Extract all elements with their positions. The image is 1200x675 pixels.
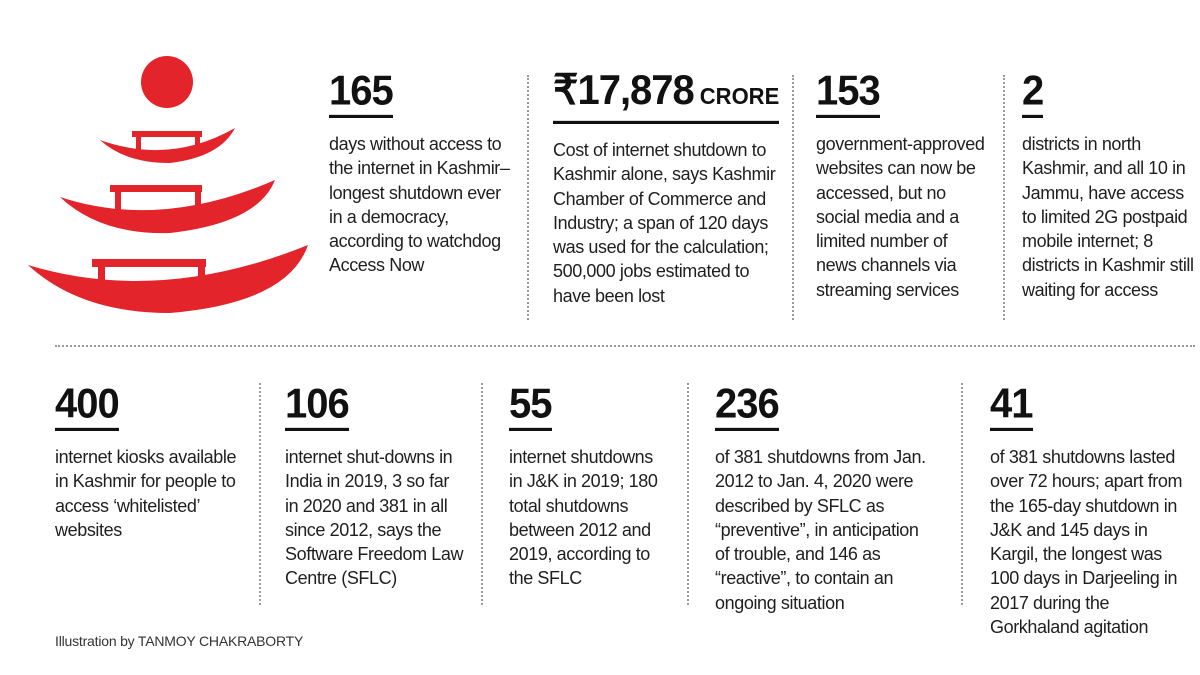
stat-description: of 381 shutdowns from Jan. 2012 to Jan. … — [715, 447, 926, 613]
stat-number: 153 — [816, 68, 881, 118]
column-divider — [481, 383, 483, 605]
stat-internet-kiosks: 400 internet kiosks available in Kashmir… — [55, 381, 250, 542]
stat-description: government-approved websites can now be … — [816, 134, 985, 300]
stat-jk-shutdowns: 55 internet shutdowns in J&K in 2019; 18… — [509, 381, 669, 591]
boat-icon — [100, 128, 235, 163]
stat-number: 400 — [55, 381, 120, 431]
stat-number: 55 — [509, 381, 552, 431]
illustration-credit: Illustration by TANMOY CHAKRABORTY — [55, 633, 304, 649]
stat-number: ₹17,878 CRORE — [553, 67, 780, 124]
stat-description: Cost of internet shutdown to Kashmir alo… — [553, 140, 776, 306]
stat-number: 165 — [329, 68, 394, 118]
stat-districts-2g: 2 districts in north Kashmir, and all 10… — [1022, 68, 1194, 302]
stat-number: 236 — [715, 381, 780, 431]
stat-description: internet kiosks available in Kashmir for… — [55, 447, 237, 540]
column-divider — [792, 75, 794, 320]
stat-preventive-shutdowns: 236 of 381 shutdowns from Jan. 2012 to J… — [715, 381, 935, 615]
column-divider — [687, 383, 689, 605]
stat-india-shutdowns: 106 internet shut-downs in India in 2019… — [285, 381, 465, 591]
stat-long-shutdowns: 41 of 381 shutdowns lasted over 72 hours… — [990, 381, 1195, 639]
column-divider — [527, 75, 529, 320]
stat-description: internet shutdowns in J&K in 2019; 180 t… — [509, 447, 658, 589]
boats-illustration — [28, 56, 308, 313]
sun-icon — [141, 56, 193, 108]
column-divider — [961, 383, 963, 605]
boat-icon — [28, 245, 308, 313]
stat-shutdown-cost: ₹17,878 CRORE Cost of internet shutdown t… — [553, 67, 780, 308]
stat-number: 106 — [285, 381, 350, 431]
stat-description: districts in north Kashmir, and all 10 i… — [1022, 134, 1194, 300]
column-divider — [259, 383, 261, 605]
stat-number: 41 — [990, 381, 1033, 431]
stat-approved-websites: 153 government-approved websites can now… — [816, 68, 991, 302]
boat-icon — [60, 180, 275, 234]
stat-number: 2 — [1022, 68, 1044, 118]
stat-description: of 381 shutdowns lasted over 72 hours; a… — [990, 447, 1183, 638]
column-divider — [1003, 75, 1005, 320]
stat-unit: CRORE — [699, 83, 780, 110]
stat-description: internet shut-downs in India in 2019, 3 … — [285, 447, 464, 589]
row-divider — [55, 345, 1195, 347]
stat-days-without-internet: 165 days without access to the internet … — [329, 68, 514, 278]
stat-description: days without access to the internet in K… — [329, 134, 510, 276]
